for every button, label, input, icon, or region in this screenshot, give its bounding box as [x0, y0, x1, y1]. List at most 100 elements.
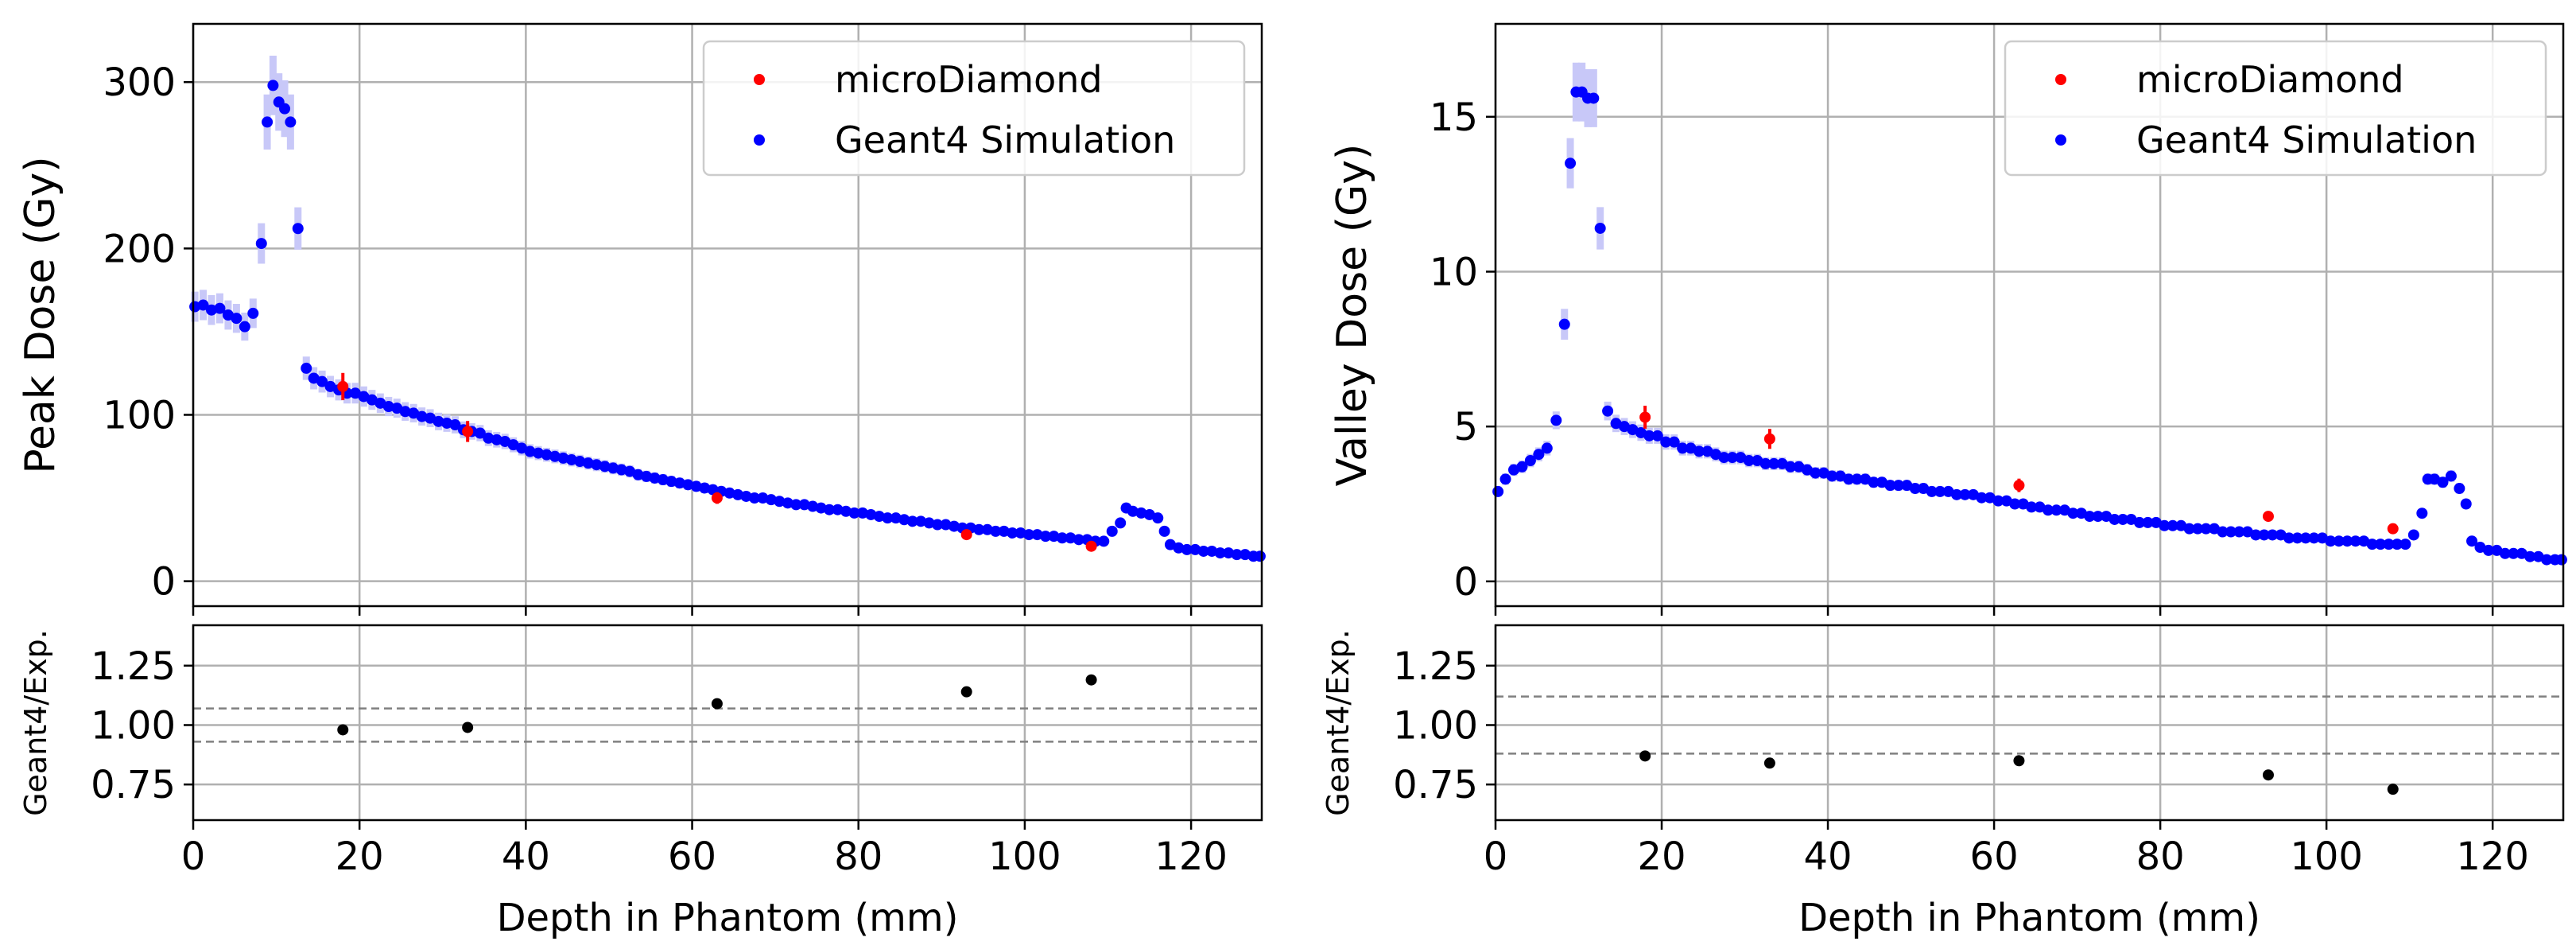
- y-tick-label: 200: [103, 227, 176, 271]
- sim-point: [301, 362, 312, 374]
- sim-point: [197, 299, 209, 311]
- sim-point: [1602, 405, 1614, 417]
- y-axis-label: Peak Dose (Gy): [17, 156, 64, 473]
- sim-point: [2383, 539, 2395, 550]
- ratio-frame: [1494, 624, 2565, 822]
- x-tick-label: 80: [834, 834, 883, 879]
- x-tick-label: 60: [668, 834, 716, 879]
- sim-point: [1759, 457, 1771, 469]
- sim-point: [1516, 461, 1528, 473]
- sim-point: [2183, 523, 2195, 535]
- sim-point: [998, 525, 1010, 537]
- sim-point: [632, 469, 644, 480]
- sim-point: [1926, 485, 1938, 497]
- sim-point: [2482, 544, 2494, 556]
- x-tick-label: 120: [1154, 834, 1228, 879]
- sim-point: [1014, 527, 1026, 539]
- md-point: [337, 380, 349, 392]
- ratio-y-axis-label: Geant4/Exp.: [18, 629, 53, 816]
- ratio-point: [2013, 755, 2025, 767]
- sim-point: [267, 80, 279, 91]
- sim-point: [1073, 534, 1084, 546]
- sim-point: [2084, 511, 2096, 523]
- ratio-y-tick-label: 0.75: [1393, 763, 1478, 807]
- y-axis-label: Valley Dose (Gy): [1329, 144, 1376, 487]
- ratio-y-tick-label: 0.75: [91, 763, 176, 807]
- sim-point: [882, 512, 894, 524]
- ratio-y-tick-label: 1.25: [1393, 644, 1478, 689]
- sim-point: [1884, 480, 1896, 492]
- sim-point: [2200, 523, 2212, 535]
- sim-point: [1023, 529, 1035, 541]
- sim-point: [848, 507, 860, 519]
- sim-point: [2416, 508, 2428, 519]
- sim-point: [2375, 539, 2387, 550]
- sim-point: [782, 497, 793, 509]
- sim-point: [279, 103, 291, 115]
- sim-point: [2349, 535, 2361, 547]
- ratio-point: [462, 721, 474, 733]
- main-frame: [1494, 22, 2565, 608]
- ratio-y-tick-label: 1.25: [91, 644, 176, 689]
- sim-point: [2026, 501, 2038, 513]
- sim-point: [657, 474, 669, 486]
- sim-point: [732, 488, 744, 500]
- sim-point: [1976, 492, 1988, 504]
- sim-point: [1565, 158, 1577, 169]
- sim-point: [474, 427, 486, 439]
- sim-point: [1524, 455, 1536, 466]
- sim-point: [292, 223, 304, 235]
- microdiamond-series: [1639, 406, 2399, 535]
- sim-point: [565, 453, 577, 465]
- sim-point: [2341, 535, 2353, 547]
- sim-point: [491, 434, 502, 445]
- x-tick-label: 80: [2136, 834, 2185, 879]
- sim-point: [2050, 504, 2062, 516]
- y-tick-label: 10: [1430, 250, 1478, 294]
- valley-ratio-axes: 0.75 1.00 1.25 0 20 40 60 80 100 120 Geant4/Exp. De…: [1321, 624, 2565, 940]
- sim-point: [949, 520, 960, 532]
- x-tick-label: 120: [2456, 834, 2529, 879]
- ratio-point: [1085, 674, 1097, 686]
- sim-point: [1959, 488, 1971, 500]
- sim-point: [815, 502, 827, 514]
- sim-point: [798, 499, 810, 511]
- x-axis-label: Depth in Phantom (mm): [1798, 896, 2260, 940]
- sim-point: [2167, 519, 2178, 531]
- sim-point: [1651, 430, 1663, 441]
- sim-point: [206, 304, 218, 316]
- sim-point: [641, 470, 653, 482]
- sim-point: [189, 301, 201, 313]
- sim-point: [541, 449, 553, 461]
- sim-point: [1768, 457, 1780, 469]
- sim-point: [2159, 519, 2171, 531]
- legend-label: microDiamond: [2136, 58, 2404, 101]
- sim-point: [1868, 476, 1880, 488]
- sim-point: [1558, 318, 1570, 330]
- sim-point: [1718, 452, 1730, 464]
- sim-point: [1106, 525, 1118, 537]
- sim-point: [1040, 531, 1052, 543]
- sim-point: [665, 476, 677, 488]
- sim-point: [2325, 535, 2337, 547]
- sim-point: [973, 523, 985, 535]
- sim-point: [673, 477, 685, 489]
- sim-point: [615, 464, 627, 476]
- sim-point: [1240, 549, 1251, 561]
- x-tick-label: 100: [2290, 834, 2363, 879]
- sim-point: [2300, 532, 2312, 544]
- md-point: [1763, 433, 1775, 445]
- sim-point: [682, 479, 694, 491]
- sim-point: [1173, 542, 1185, 554]
- sim-point: [865, 508, 877, 520]
- sim-point: [824, 504, 836, 515]
- sim-point: [1992, 495, 2004, 507]
- sim-point: [557, 452, 569, 464]
- sim-point: [1826, 470, 1838, 482]
- ratio-background: [1496, 625, 2563, 820]
- x-tick-label: 20: [336, 834, 384, 879]
- valley-panel: 0 5 10 15 Valley Dose (Gy) microDiamond Geant4…: [1321, 22, 2567, 940]
- ratio-y-tick-label: 1.00: [1393, 703, 1478, 748]
- sim-point: [2541, 554, 2553, 566]
